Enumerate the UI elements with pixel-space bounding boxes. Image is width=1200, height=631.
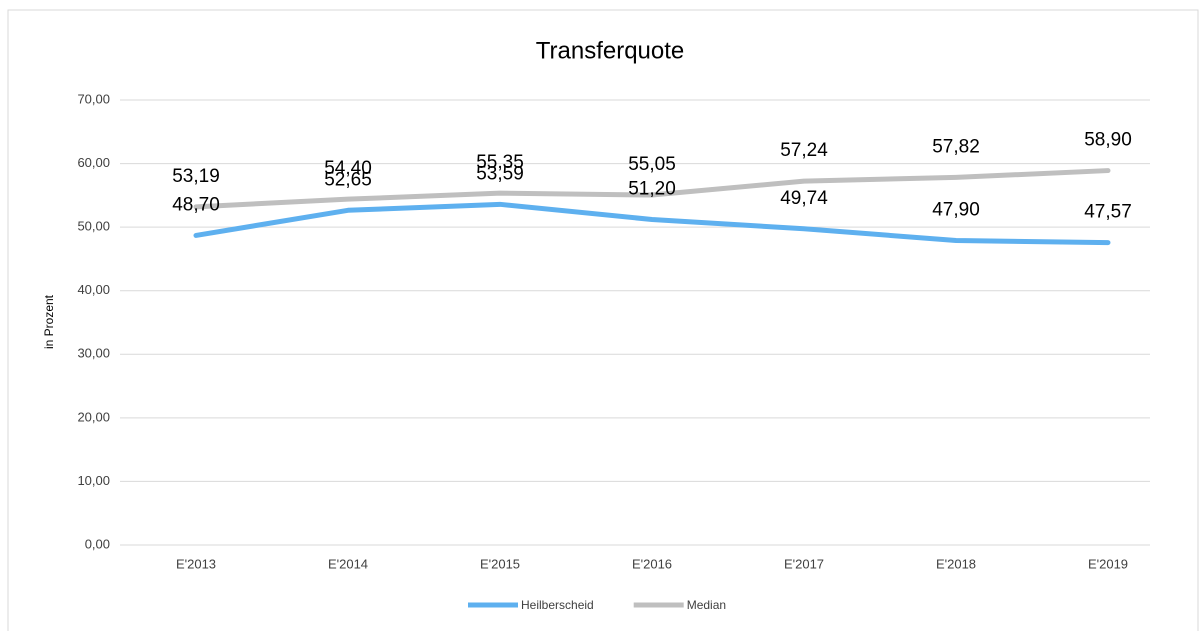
y-tick-label: 70,00 xyxy=(77,91,110,106)
data-label: 55,05 xyxy=(628,154,676,175)
data-label: 52,65 xyxy=(324,169,372,190)
y-tick-label: 20,00 xyxy=(77,409,110,424)
y-tick-label: 40,00 xyxy=(77,282,110,297)
data-label: 58,90 xyxy=(1084,130,1132,151)
y-tick-label: 60,00 xyxy=(77,155,110,170)
data-label: 53,59 xyxy=(476,163,524,184)
y-tick-label: 50,00 xyxy=(77,219,110,234)
legend-label: Median xyxy=(687,598,726,612)
chart-frame xyxy=(7,9,1199,631)
x-tick-label: E'2016 xyxy=(632,556,672,571)
data-label: 47,57 xyxy=(1084,202,1132,223)
y-axis-title: in Prozent xyxy=(42,294,56,349)
data-label: 51,20 xyxy=(628,179,676,200)
data-label: 48,70 xyxy=(172,194,220,215)
y-tick-label: 10,00 xyxy=(77,473,110,488)
chart-title: Transferquote xyxy=(536,37,685,64)
x-tick-label: E'2018 xyxy=(936,556,976,571)
data-label: 49,74 xyxy=(780,188,828,209)
data-label: 47,90 xyxy=(932,200,980,221)
x-tick-label: E'2017 xyxy=(784,556,824,571)
data-label: 53,19 xyxy=(172,166,220,187)
data-label: 55,35 xyxy=(476,152,524,173)
data-label: 57,24 xyxy=(780,140,828,161)
series-line xyxy=(193,168,1111,210)
legend-label: Heilberscheid xyxy=(521,598,594,612)
y-tick-label: 0,00 xyxy=(85,536,110,551)
data-label: 54,40 xyxy=(324,158,372,179)
x-tick-label: E'2015 xyxy=(480,556,520,571)
data-label: 57,82 xyxy=(932,136,980,157)
x-tick-label: E'2019 xyxy=(1088,556,1128,571)
series-line xyxy=(193,201,1111,246)
x-tick-label: E'2013 xyxy=(176,556,216,571)
x-tick-label: E'2014 xyxy=(328,556,368,571)
y-tick-label: 30,00 xyxy=(77,346,110,361)
